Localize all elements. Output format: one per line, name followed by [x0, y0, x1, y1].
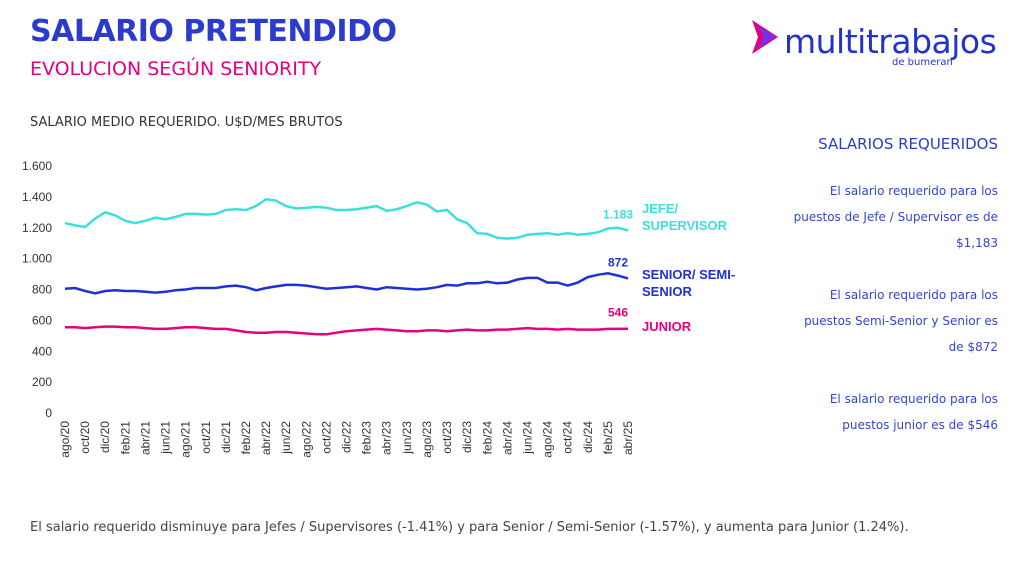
- x-tick-label: abr/21: [138, 421, 152, 455]
- x-tick-label: feb/22: [239, 421, 253, 455]
- y-tick-label: 1.600: [22, 159, 52, 173]
- x-tick-label: dic/22: [340, 421, 354, 453]
- y-tick-label: 0: [45, 406, 52, 420]
- slide-subtitle: EVOLUCION SEGÚN SENIORITY: [30, 58, 322, 80]
- series-label: JUNIOR: [642, 319, 692, 334]
- footnote: El salario requerido disminuye para Jefe…: [30, 520, 909, 535]
- y-tick-label: 800: [32, 283, 52, 297]
- x-tick-label: abr/24: [500, 421, 514, 455]
- series-line: [64, 197, 629, 240]
- x-tick-label: feb/24: [480, 421, 494, 455]
- logo-tagline: de bumeran: [892, 57, 953, 68]
- x-tick-label: dic/21: [219, 421, 233, 453]
- series-line: [65, 325, 629, 336]
- y-tick-label: 1.200: [22, 221, 52, 235]
- x-tick-label: dic/24: [581, 421, 595, 453]
- panel-text: El salario requerido para los puestos Se…: [804, 288, 998, 354]
- x-tick-label: oct/23: [440, 421, 454, 454]
- y-tick-label: 600: [32, 313, 52, 327]
- x-tick-label: ago/22: [299, 421, 313, 458]
- x-tick-label: jun/23: [400, 421, 414, 455]
- logo-name: multitrabajos: [784, 22, 997, 61]
- x-tick-label: jun/22: [279, 421, 293, 455]
- x-tick-label: jun/24: [520, 421, 534, 455]
- logo-icon: [752, 20, 778, 54]
- x-tick-label: ago/20: [58, 421, 72, 458]
- panel-title: SALARIOS REQUERIDOS: [818, 135, 998, 153]
- x-tick-label: feb/23: [360, 421, 374, 455]
- x-tick-label: dic/20: [98, 421, 112, 453]
- series-label: SENIOR/ SEMI-SENIOR: [642, 267, 736, 299]
- chart-title: SALARIO MEDIO REQUERIDO. U$D/MES BRUTOS: [30, 115, 343, 130]
- slide-title: SALARIO PRETENDIDO: [30, 14, 397, 49]
- y-tick-label: 400: [32, 344, 52, 358]
- x-tick-label: abr/25: [621, 421, 635, 455]
- x-tick-label: ago/24: [541, 421, 555, 458]
- y-tick-label: 1.000: [22, 252, 52, 266]
- data-label: 1.183: [603, 207, 633, 221]
- x-tick-label: dic/23: [460, 421, 474, 453]
- x-tick-label: oct/22: [319, 421, 333, 454]
- x-tick-label: feb/21: [118, 421, 132, 455]
- series-line: [64, 272, 629, 295]
- x-tick-label: feb/25: [601, 421, 615, 455]
- x-tick-label: oct/20: [78, 421, 92, 454]
- x-tick-label: ago/23: [420, 421, 434, 458]
- x-tick-label: oct/21: [199, 421, 213, 454]
- series-label: JEFE/ SUPERVISOR: [642, 201, 728, 233]
- y-tick-label: 1.400: [22, 190, 52, 204]
- panel-text: El salario requerido para los puestos ju…: [829, 392, 998, 432]
- data-label: 872: [608, 255, 628, 269]
- x-tick-label: abr/23: [380, 421, 394, 455]
- x-tick-label: oct/24: [561, 421, 575, 454]
- x-tick-label: abr/22: [259, 421, 273, 455]
- y-tick-label: 200: [32, 375, 52, 389]
- x-tick-label: ago/21: [179, 421, 193, 458]
- data-label: 546: [608, 306, 628, 320]
- panel-text: El salario requerido para los puestos de…: [793, 184, 998, 250]
- x-tick-label: jun/21: [159, 421, 173, 455]
